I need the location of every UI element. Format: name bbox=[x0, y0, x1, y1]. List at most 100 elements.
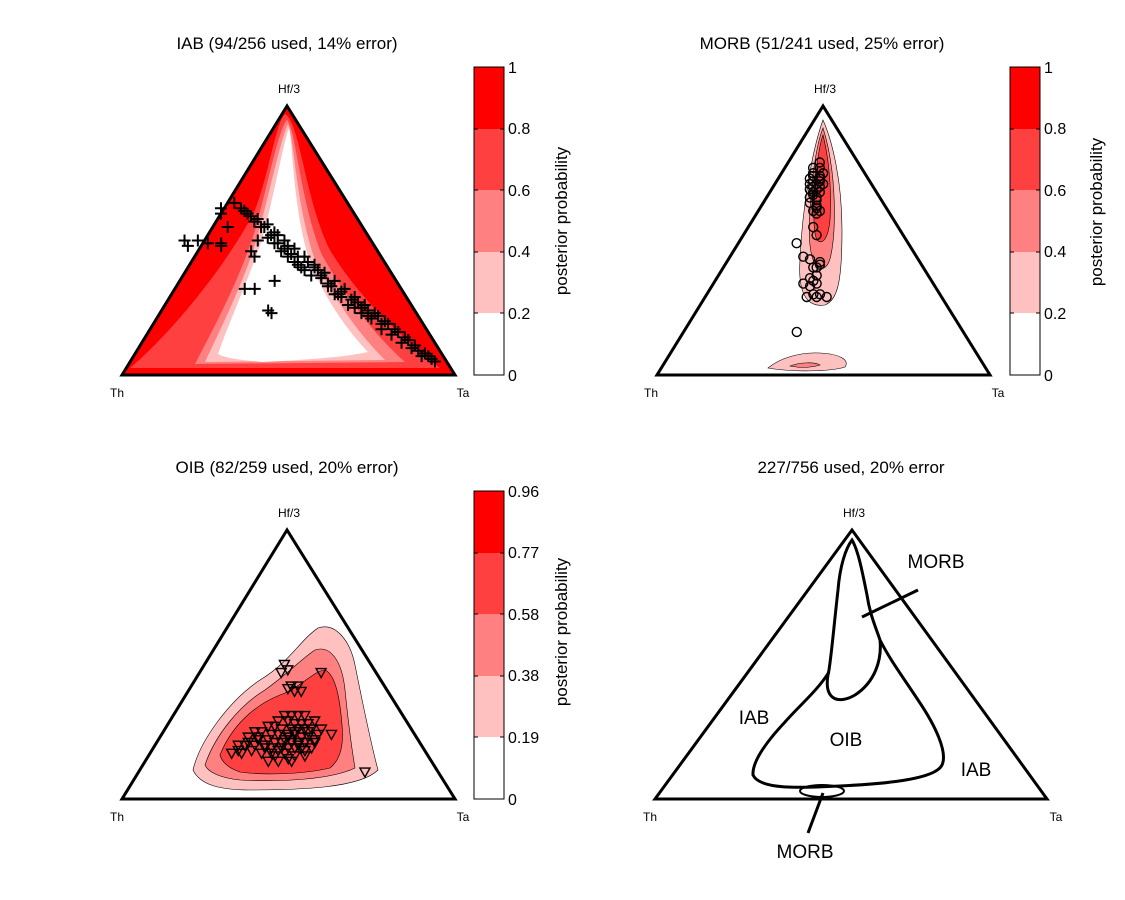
panel-oib-markers bbox=[225, 659, 372, 779]
colorbar-band-5 bbox=[1010, 67, 1040, 129]
sample-marker bbox=[315, 724, 328, 736]
sample-marker bbox=[345, 293, 358, 306]
sample-marker bbox=[814, 289, 826, 300]
sample-marker bbox=[295, 686, 308, 698]
sample-marker bbox=[281, 239, 294, 252]
panel-combined-triangle bbox=[652, 527, 1050, 801]
sample-marker bbox=[271, 729, 285, 741]
colorbar-band-4 bbox=[474, 553, 504, 614]
panel-morb-vertex-left: Th bbox=[644, 386, 658, 400]
sample-marker bbox=[251, 234, 264, 247]
sample-marker bbox=[807, 181, 819, 192]
colorbar-band-3 bbox=[1010, 190, 1040, 252]
colorbar-tick-4: 0.8 bbox=[508, 121, 530, 138]
sample-marker bbox=[814, 181, 826, 192]
sample-marker bbox=[268, 274, 281, 287]
sample-marker bbox=[804, 272, 816, 284]
sample-marker bbox=[288, 242, 301, 255]
sample-marker bbox=[251, 212, 264, 225]
sample-marker bbox=[804, 184, 816, 195]
sample-marker bbox=[811, 194, 822, 206]
panel-combined: 227/756 used, 20% error Hf/3 Th Ta MORB … bbox=[643, 458, 1063, 863]
sample-marker bbox=[268, 737, 282, 749]
sample-marker bbox=[272, 745, 285, 758]
sample-marker bbox=[285, 724, 298, 736]
sample-marker bbox=[275, 743, 288, 755]
label-iab-left: IAB bbox=[739, 708, 770, 729]
sample-marker bbox=[811, 184, 822, 195]
sample-marker bbox=[814, 173, 826, 184]
colorbar-band-5 bbox=[474, 491, 504, 553]
panel-morb-colorbar: 1 0.8 0.6 0.4 0.2 0 posterior probabilit… bbox=[1009, 60, 1106, 385]
panel-iab-vertex-top: Hf/3 bbox=[278, 82, 300, 96]
colorbar-frame bbox=[1009, 66, 1041, 376]
sample-marker bbox=[238, 204, 251, 217]
sample-marker bbox=[298, 724, 311, 736]
sample-marker bbox=[811, 278, 822, 289]
sample-marker bbox=[288, 727, 301, 739]
panel-iab-title: IAB (94/256 used, 14% error) bbox=[176, 34, 397, 53]
label-morb-upper: MORB bbox=[908, 552, 965, 573]
panel-oib-colorbar: 0.96 0.77 0.58 0.38 0.19 0 posterior pro… bbox=[473, 484, 571, 809]
colorbar-tick-0: 0 bbox=[508, 368, 517, 385]
colorbar-tick-2: 0.38 bbox=[508, 668, 539, 685]
colorbar-tick-5: 0.96 bbox=[508, 484, 539, 501]
sample-marker bbox=[228, 196, 241, 209]
panel-morb-contours bbox=[767, 119, 847, 372]
sample-marker bbox=[238, 282, 251, 295]
colorbar-tick-1: 0.2 bbox=[508, 306, 530, 323]
sample-marker bbox=[278, 659, 291, 671]
sample-marker bbox=[814, 256, 826, 268]
sample-marker bbox=[808, 205, 819, 217]
colorbar-tick-1: 0.2 bbox=[1044, 306, 1066, 323]
sample-marker bbox=[291, 250, 304, 263]
panel-iab: IAB (94/256 used, 14% error) Hf/3 Th Ta … bbox=[110, 34, 571, 400]
panel-oib-contours bbox=[192, 626, 379, 791]
sample-marker bbox=[242, 732, 255, 744]
sample-marker bbox=[811, 192, 822, 203]
sample-marker bbox=[321, 280, 334, 293]
sample-marker bbox=[248, 727, 262, 739]
sample-marker bbox=[281, 732, 295, 744]
sample-marker bbox=[255, 748, 268, 760]
sample-marker bbox=[308, 261, 321, 274]
sample-marker bbox=[314, 667, 328, 680]
panel-morb-triangle bbox=[654, 103, 993, 377]
sample-marker bbox=[791, 326, 802, 338]
sample-marker bbox=[248, 250, 261, 263]
sample-marker bbox=[807, 162, 819, 174]
sample-marker bbox=[808, 221, 819, 233]
panel-morb-title: MORB (51/241 used, 25% error) bbox=[700, 34, 945, 53]
sample-marker bbox=[288, 718, 301, 731]
colorbar-tick-5: 1 bbox=[508, 60, 517, 77]
sample-marker bbox=[262, 756, 275, 768]
sample-marker bbox=[301, 256, 314, 269]
panel-morb-vertex-top: Hf/3 bbox=[814, 82, 836, 96]
sample-marker bbox=[811, 270, 822, 281]
sample-marker bbox=[814, 157, 825, 168]
colorbar-tick-2: 0.4 bbox=[1044, 244, 1066, 261]
sample-marker bbox=[362, 309, 375, 322]
sample-marker bbox=[325, 729, 338, 741]
sample-marker bbox=[811, 291, 822, 303]
sample-marker bbox=[811, 208, 822, 219]
sample-marker bbox=[308, 735, 321, 747]
colorbar-band-2 bbox=[1010, 252, 1040, 313]
label-iab-right: IAB bbox=[961, 760, 992, 781]
sample-marker bbox=[285, 681, 298, 693]
sample-marker bbox=[274, 667, 288, 680]
colorbar-band-5 bbox=[474, 67, 504, 129]
sample-marker bbox=[392, 325, 405, 338]
sample-marker bbox=[335, 290, 348, 303]
sample-marker bbox=[807, 168, 819, 179]
sample-marker bbox=[252, 735, 265, 747]
sample-marker bbox=[278, 710, 291, 723]
colorbar-tick-2: 0.4 bbox=[508, 244, 530, 261]
sample-marker bbox=[298, 751, 312, 763]
panel-iab-markers bbox=[178, 196, 441, 368]
sample-marker bbox=[305, 724, 318, 736]
sample-marker bbox=[178, 234, 191, 247]
sample-marker bbox=[821, 291, 832, 303]
sample-marker bbox=[798, 278, 809, 289]
